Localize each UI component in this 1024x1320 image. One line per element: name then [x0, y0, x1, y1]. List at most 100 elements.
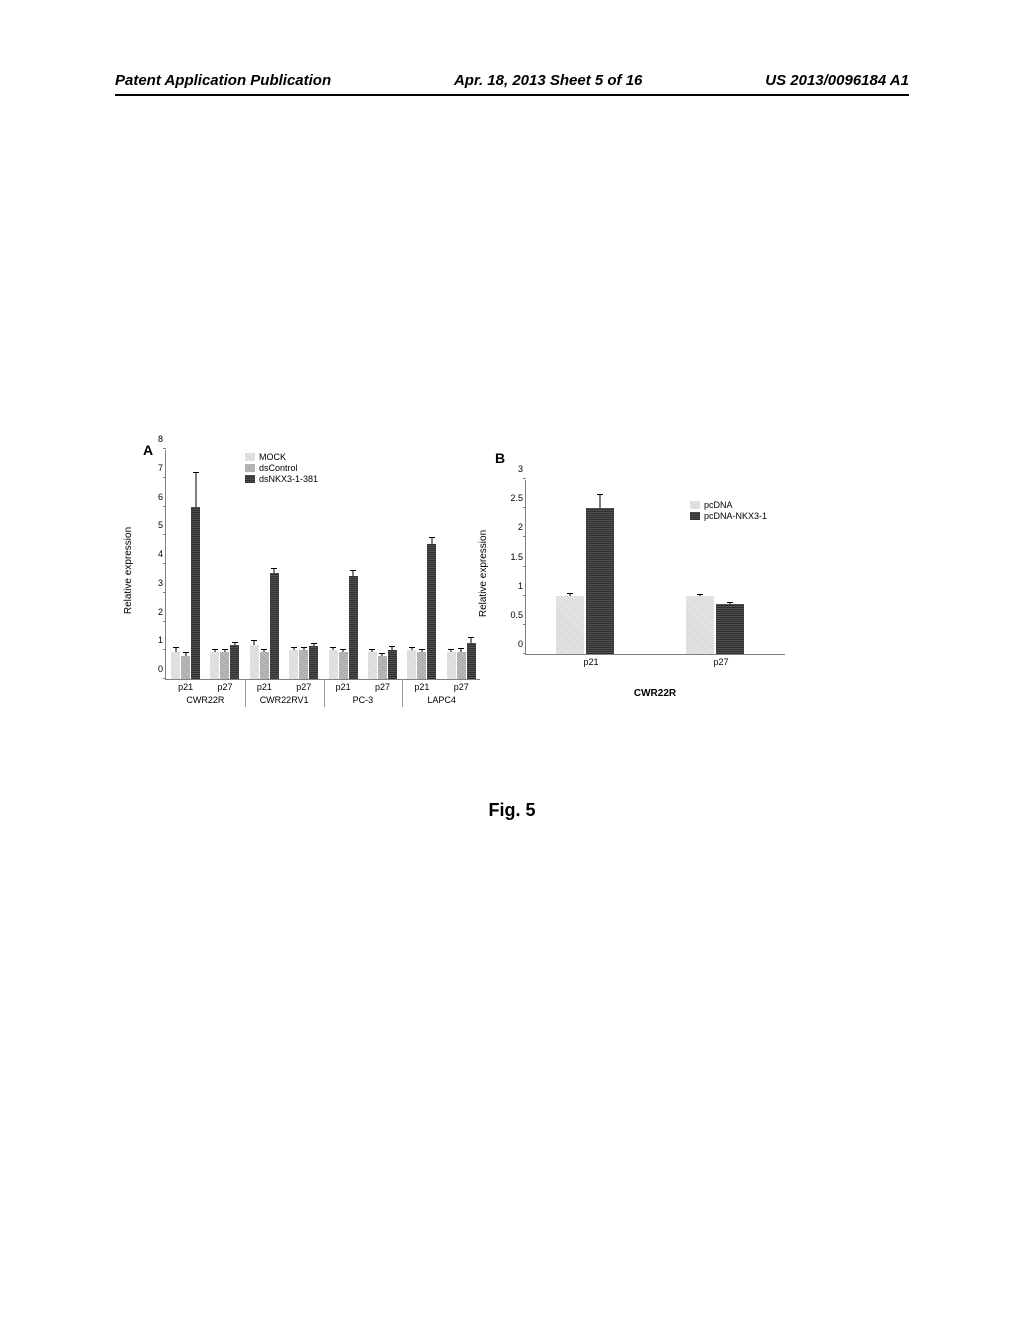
error-cap — [389, 646, 395, 647]
chart-a-plot-area: 012345678p21p27p21p27p21p27p21p27CWR22RC… — [165, 450, 480, 680]
y-tick-label: 0 — [158, 664, 166, 674]
legend-swatch-icon — [690, 512, 700, 520]
error-cap — [261, 649, 267, 650]
error-cap — [212, 649, 218, 650]
y-tick-mark — [523, 566, 526, 567]
legend-swatch-icon — [245, 464, 255, 472]
y-tick-mark — [163, 448, 166, 449]
chart-bar — [339, 652, 348, 679]
error-cap — [183, 652, 189, 653]
y-tick-label: 4 — [158, 549, 166, 559]
y-tick-label: 1.5 — [510, 552, 526, 562]
y-tick-mark — [523, 507, 526, 508]
header-center: Apr. 18, 2013 Sheet 5 of 16 — [454, 72, 642, 89]
header-left: Patent Application Publication — [115, 72, 331, 89]
chart-bar — [171, 652, 180, 679]
legend-b: pcDNA pcDNA-NKX3-1 — [690, 500, 767, 522]
chart-bar — [388, 650, 397, 679]
legend-label: dsNKX3-1-381 — [259, 474, 318, 484]
error-cap — [222, 649, 228, 650]
y-tick-mark — [163, 649, 166, 650]
header-right: US 2013/0096184 A1 — [765, 72, 909, 89]
chart-bar — [378, 656, 387, 679]
chart-bar — [309, 646, 318, 679]
chart-bar — [250, 645, 259, 680]
y-tick-label: 3 — [158, 578, 166, 588]
x-cell-label: CWR22RV1 — [245, 679, 324, 705]
y-tick-label: 1 — [518, 581, 526, 591]
error-cap — [379, 653, 385, 654]
chart-bar — [270, 573, 279, 679]
legend-swatch-icon — [245, 453, 255, 461]
error-bar — [600, 494, 601, 509]
chart-bar — [299, 650, 308, 679]
chart-bar — [716, 604, 744, 654]
bar-group — [289, 646, 318, 679]
error-cap — [271, 568, 277, 569]
header-divider — [115, 94, 909, 96]
x-cell-label: PC-3 — [324, 679, 403, 705]
chart-b: B Relative expression 00.511.522.53p21p2… — [500, 480, 785, 680]
page-header: Patent Application Publication Apr. 18, … — [0, 72, 1024, 89]
chart-bar — [349, 576, 358, 680]
chart-bar — [686, 596, 714, 654]
error-cap — [330, 647, 336, 648]
y-tick-mark — [163, 592, 166, 593]
y-tick-label: 2.5 — [510, 493, 526, 503]
panel-label-a: A — [143, 442, 153, 458]
figure-label: Fig. 5 — [0, 800, 1024, 821]
chart-bar — [447, 652, 456, 679]
chart-bar — [230, 645, 239, 680]
x-cell-label: LAPC4 — [402, 679, 481, 705]
legend-a: MOCK dsControl dsNKX3-1-381 — [245, 452, 318, 485]
y-tick-mark — [163, 563, 166, 564]
x-divider — [402, 679, 403, 707]
legend-swatch-icon — [245, 475, 255, 483]
y-axis-label-a: Relative expression — [123, 527, 134, 614]
chart-bar — [457, 652, 466, 679]
y-tick-mark — [163, 506, 166, 507]
chart-bar — [368, 652, 377, 679]
error-cap — [409, 647, 415, 648]
y-tick-label: 0.5 — [510, 610, 526, 620]
y-tick-label: 2 — [518, 522, 526, 532]
y-axis-label-b: Relative expression — [478, 530, 489, 617]
error-cap — [311, 643, 317, 644]
bar-group — [556, 508, 614, 654]
cell-line-label-b: CWR22R — [525, 688, 785, 699]
chart-bar — [407, 650, 416, 679]
bar-group — [171, 507, 200, 680]
error-cap — [468, 637, 474, 638]
error-bar — [195, 472, 196, 507]
legend-label: MOCK — [259, 452, 286, 462]
bar-group — [210, 645, 239, 680]
x-sub-label: p27 — [656, 654, 786, 667]
error-cap — [597, 494, 603, 495]
y-tick-label: 8 — [158, 434, 166, 444]
x-divider — [324, 679, 325, 707]
legend-item: dsControl — [245, 463, 318, 473]
error-cap — [429, 537, 435, 538]
chart-bar — [467, 643, 476, 679]
y-tick-label: 0 — [518, 639, 526, 649]
y-tick-mark — [523, 478, 526, 479]
legend-item: pcDNA — [690, 500, 767, 510]
chart-bar — [427, 544, 436, 679]
chart-bar — [220, 652, 229, 679]
y-tick-mark — [163, 477, 166, 478]
error-cap — [193, 472, 199, 473]
y-tick-label: 5 — [158, 520, 166, 530]
chart-bar — [210, 652, 219, 679]
legend-item: dsNKX3-1-381 — [245, 474, 318, 484]
bar-group — [368, 650, 397, 679]
error-cap — [727, 602, 733, 603]
error-bar — [431, 537, 432, 544]
y-tick-mark — [523, 595, 526, 596]
panel-label-b: B — [495, 450, 505, 466]
y-tick-label: 3 — [518, 464, 526, 474]
y-tick-mark — [523, 624, 526, 625]
y-tick-label: 1 — [158, 635, 166, 645]
y-tick-label: 2 — [158, 607, 166, 617]
legend-swatch-icon — [690, 501, 700, 509]
chart-bar — [556, 596, 584, 654]
